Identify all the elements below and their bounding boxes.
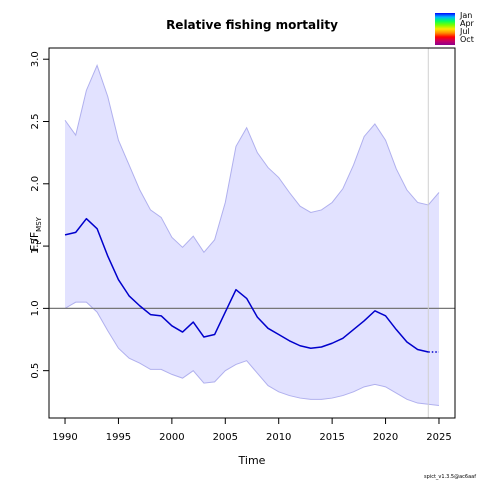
y-tick-label: 2.0: [30, 176, 41, 192]
lower-bound-line: [64, 301, 440, 407]
x-axis: 1990 1995 2000 2005 2010 2015 2020 2025: [52, 418, 452, 443]
plot-frame: [48, 47, 456, 419]
y-tick-label: 1.0: [30, 300, 41, 316]
x-tick-label: 2015: [319, 432, 344, 443]
legend-color-ramp: [435, 13, 455, 45]
y-tick-label: 2.5: [30, 114, 41, 130]
x-tick-label: 2025: [426, 432, 451, 443]
chart-title: Relative fishing mortality: [166, 18, 338, 32]
y-tick-label: 1.5: [30, 238, 41, 254]
x-tick-label: 2000: [159, 432, 184, 443]
x-axis-label: Time: [238, 454, 266, 467]
x-tick-label: 1995: [106, 432, 131, 443]
y-axis-label: Ft/FMSY: [28, 216, 43, 251]
x-tick-label: 2005: [213, 432, 238, 443]
confidence-band-area: [65, 65, 439, 406]
estimate-series: [64, 217, 439, 353]
legend-entry: Jan: [459, 11, 472, 20]
legend-entry: Jul: [459, 27, 470, 36]
confidence-band: [64, 64, 440, 407]
x-tick-label: 2020: [373, 432, 398, 443]
x-tick-label: 2010: [266, 432, 291, 443]
legend-entry: Apr: [460, 19, 475, 28]
y-tick-label: 0.5: [30, 363, 41, 379]
y-axis: 0.5 1.0 1.5 2.0 2.5 3.0: [30, 51, 49, 379]
x-tick-label: 1990: [52, 432, 77, 443]
y-tick-label: 3.0: [30, 51, 41, 67]
estimate-line: [64, 217, 429, 353]
legend-entry: Oct: [460, 35, 474, 44]
version-annotation: spict_v1.3.5@ac6aaf: [424, 474, 476, 480]
legend: Jan Apr Jul Oct: [435, 11, 475, 45]
upper-bound-line: [64, 64, 440, 254]
